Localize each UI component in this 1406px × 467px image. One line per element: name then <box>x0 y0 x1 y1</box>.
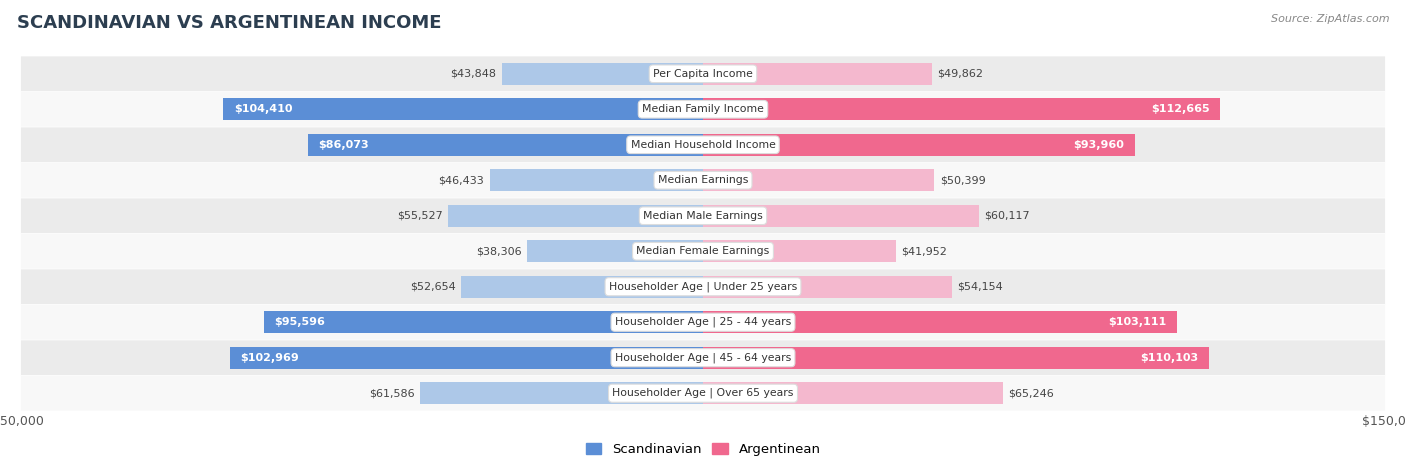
Text: Median Household Income: Median Household Income <box>630 140 776 150</box>
Bar <box>489 169 703 191</box>
FancyBboxPatch shape <box>21 340 1385 375</box>
FancyBboxPatch shape <box>21 198 1385 233</box>
Bar <box>703 98 1220 120</box>
Bar <box>703 382 1002 404</box>
Text: Per Capita Income: Per Capita Income <box>652 69 754 79</box>
Bar <box>527 240 703 262</box>
Text: Householder Age | 45 - 64 years: Householder Age | 45 - 64 years <box>614 353 792 363</box>
Text: $102,969: $102,969 <box>240 353 299 363</box>
Text: $49,862: $49,862 <box>938 69 984 79</box>
Text: $61,586: $61,586 <box>368 388 415 398</box>
Bar <box>703 347 1209 369</box>
Bar <box>703 311 1177 333</box>
Bar <box>264 311 703 333</box>
Text: $95,596: $95,596 <box>274 317 325 327</box>
FancyBboxPatch shape <box>21 305 1385 340</box>
Bar <box>420 382 703 404</box>
Bar <box>703 276 952 298</box>
Bar <box>703 134 1135 156</box>
Text: $103,111: $103,111 <box>1108 317 1166 327</box>
Text: Householder Age | Under 25 years: Householder Age | Under 25 years <box>609 282 797 292</box>
Bar <box>231 347 703 369</box>
FancyBboxPatch shape <box>21 127 1385 162</box>
Text: $104,410: $104,410 <box>233 104 292 114</box>
Text: $110,103: $110,103 <box>1140 353 1198 363</box>
Bar <box>502 63 703 85</box>
FancyBboxPatch shape <box>21 269 1385 304</box>
Text: Median Male Earnings: Median Male Earnings <box>643 211 763 221</box>
Bar <box>703 240 896 262</box>
Text: $46,433: $46,433 <box>439 175 484 185</box>
Text: Householder Age | Over 65 years: Householder Age | Over 65 years <box>612 388 794 398</box>
Bar <box>703 63 932 85</box>
Bar <box>703 205 979 227</box>
Bar <box>703 169 935 191</box>
Bar <box>449 205 703 227</box>
Text: $54,154: $54,154 <box>957 282 1002 292</box>
Text: Median Family Income: Median Family Income <box>643 104 763 114</box>
Bar <box>224 98 703 120</box>
Text: $41,952: $41,952 <box>901 246 948 256</box>
Text: $38,306: $38,306 <box>475 246 522 256</box>
Legend: Scandinavian, Argentinean: Scandinavian, Argentinean <box>581 438 825 461</box>
Text: $50,399: $50,399 <box>941 175 986 185</box>
Bar <box>308 134 703 156</box>
Text: Median Earnings: Median Earnings <box>658 175 748 185</box>
Text: Householder Age | 25 - 44 years: Householder Age | 25 - 44 years <box>614 317 792 327</box>
FancyBboxPatch shape <box>21 163 1385 198</box>
FancyBboxPatch shape <box>21 234 1385 269</box>
Text: $86,073: $86,073 <box>318 140 368 150</box>
Text: $112,665: $112,665 <box>1152 104 1211 114</box>
Text: Median Female Earnings: Median Female Earnings <box>637 246 769 256</box>
Text: $43,848: $43,848 <box>450 69 496 79</box>
Bar <box>461 276 703 298</box>
Text: $65,246: $65,246 <box>1008 388 1054 398</box>
Text: $55,527: $55,527 <box>396 211 443 221</box>
FancyBboxPatch shape <box>21 92 1385 127</box>
FancyBboxPatch shape <box>21 376 1385 410</box>
Text: $52,654: $52,654 <box>411 282 456 292</box>
Text: $60,117: $60,117 <box>984 211 1031 221</box>
Text: $93,960: $93,960 <box>1073 140 1125 150</box>
Text: Source: ZipAtlas.com: Source: ZipAtlas.com <box>1271 14 1389 24</box>
Text: SCANDINAVIAN VS ARGENTINEAN INCOME: SCANDINAVIAN VS ARGENTINEAN INCOME <box>17 14 441 32</box>
FancyBboxPatch shape <box>21 57 1385 91</box>
